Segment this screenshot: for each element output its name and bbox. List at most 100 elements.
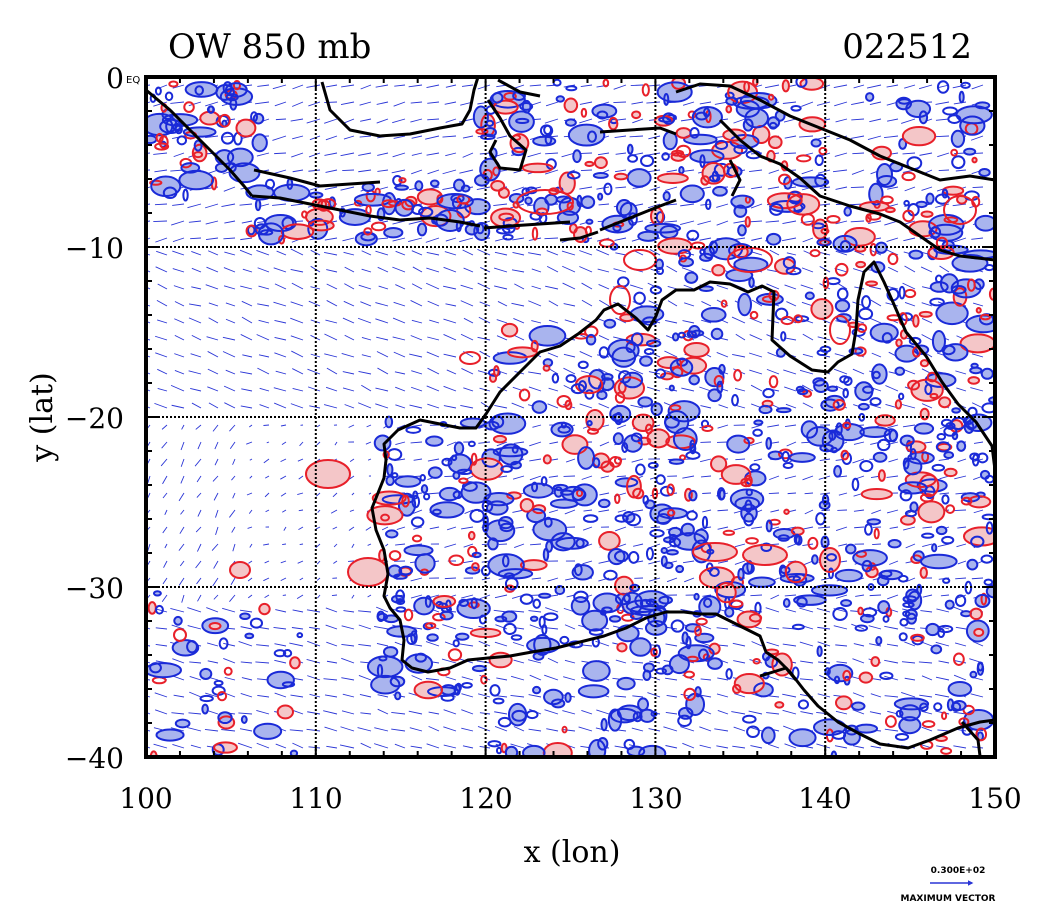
negative-contour	[229, 97, 238, 111]
wind-vector	[242, 354, 253, 358]
wind-vector	[615, 186, 627, 189]
wind-vector	[852, 658, 865, 664]
positive-contour	[829, 315, 851, 345]
wind-vector	[463, 317, 474, 324]
wind-vector	[426, 84, 440, 88]
lat-lon-gridlines	[146, 77, 995, 757]
wind-vector	[428, 725, 440, 732]
wind-vector	[935, 101, 950, 105]
wind-vector	[146, 304, 151, 307]
negative-contour	[614, 514, 629, 523]
wind-vector	[902, 760, 915, 765]
negative-contour	[810, 584, 849, 597]
wind-vector	[901, 661, 916, 664]
wind-vector	[146, 152, 151, 154]
positive-contour	[926, 371, 938, 383]
wind-vector	[427, 101, 440, 104]
wind-vector	[971, 577, 984, 580]
wind-vector	[445, 152, 457, 157]
wind-vector	[784, 743, 797, 749]
wind-vector	[512, 186, 525, 192]
wind-vector	[224, 676, 236, 681]
negative-contour	[685, 635, 692, 650]
wind-vector	[717, 560, 729, 564]
negative-fill	[916, 201, 927, 208]
wind-vector	[565, 458, 576, 463]
wind-vector	[716, 351, 729, 358]
negative-contour	[533, 196, 550, 217]
wind-vector	[368, 492, 372, 495]
positive-contour	[509, 133, 530, 154]
negative-contour	[472, 105, 489, 129]
positive-contour	[660, 372, 674, 381]
wind-vector	[802, 475, 814, 481]
wind-vector	[905, 543, 916, 549]
wind-vector	[750, 441, 763, 446]
wind-vector	[146, 169, 151, 171]
wind-vector	[716, 693, 729, 698]
negative-fill	[926, 193, 934, 204]
positive-contour	[938, 396, 952, 409]
wind-vector	[512, 641, 525, 647]
wind-vector	[494, 251, 508, 256]
wind-vector	[358, 169, 372, 173]
wind-vector	[973, 441, 984, 444]
negative-contour	[793, 533, 801, 545]
wind-vector	[478, 693, 491, 698]
wind-vector	[178, 577, 185, 586]
negative-contour	[485, 500, 509, 516]
wind-vector	[599, 441, 610, 447]
wind-vector	[699, 726, 712, 732]
wind-vector	[174, 334, 185, 341]
negative-contour	[481, 499, 494, 513]
positive-contour	[613, 172, 629, 181]
negative-contour	[832, 607, 848, 621]
wind-vector	[391, 711, 406, 715]
positive-contour	[743, 80, 751, 93]
wind-vector	[563, 353, 576, 358]
wind-vector	[887, 118, 899, 122]
negative-fill	[951, 130, 965, 147]
coast-borneo	[320, 77, 480, 138]
wind-vector	[784, 284, 797, 290]
negative-contour	[575, 538, 585, 549]
negative-contour	[215, 84, 235, 101]
wind-vector	[444, 101, 457, 105]
negative-contour	[839, 375, 850, 384]
negative-contour	[259, 229, 274, 236]
wind-vector	[221, 729, 236, 732]
wind-vector	[529, 475, 542, 481]
wind-vector	[375, 387, 389, 392]
wind-vector	[367, 543, 372, 546]
wind-vector	[615, 317, 627, 324]
positive-contour	[258, 602, 271, 616]
wind-vector	[223, 186, 236, 192]
positive-contour	[980, 592, 988, 606]
wind-vector	[375, 763, 388, 765]
positive-contour	[960, 496, 973, 506]
negative-contour	[929, 281, 949, 293]
negative-fill	[860, 427, 890, 438]
positive-contour	[469, 457, 504, 481]
negative-contour	[699, 154, 706, 168]
x-tick-labels: 100 110 120 130 140 150	[119, 782, 1021, 815]
wind-vector	[562, 282, 576, 290]
wind-vector	[836, 337, 848, 341]
negative-contour	[843, 206, 852, 217]
wind-vector	[275, 743, 287, 749]
negative-contour	[628, 550, 640, 564]
wind-vector	[443, 353, 457, 358]
positive-contour	[301, 210, 308, 219]
wind-vector	[834, 152, 848, 157]
positive-fill	[859, 672, 873, 683]
positive-contour	[467, 530, 476, 541]
negative-contour	[571, 564, 594, 581]
wind-vector	[280, 475, 287, 480]
wind-vector	[323, 678, 338, 681]
wind-vector	[665, 643, 678, 647]
wind-vector	[701, 268, 712, 273]
wind-vector	[529, 624, 542, 630]
wind-vector	[247, 526, 253, 529]
wind-vector	[783, 118, 797, 123]
wind-vector	[648, 135, 661, 140]
